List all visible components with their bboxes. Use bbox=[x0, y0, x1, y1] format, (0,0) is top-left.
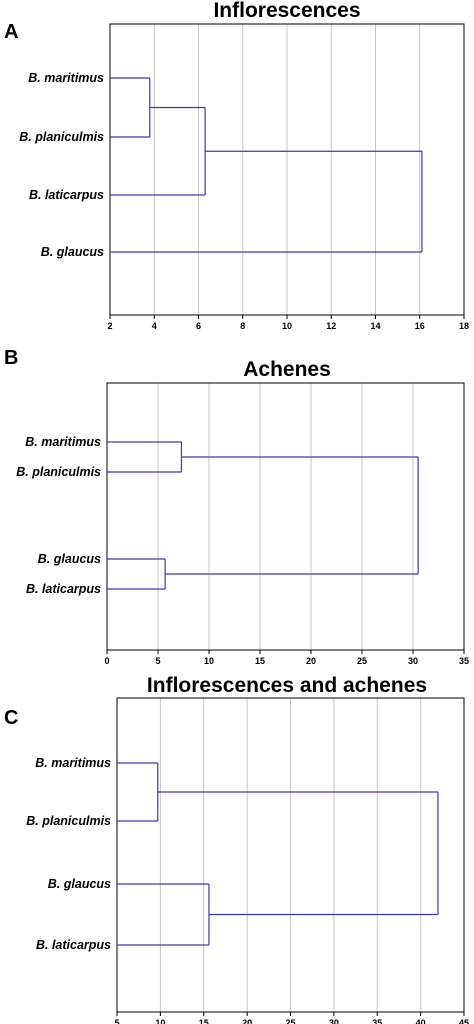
tick-label: 40 bbox=[416, 1018, 426, 1024]
tick-label: 45 bbox=[459, 1018, 469, 1024]
tick-label: 5 bbox=[155, 656, 160, 666]
tick-label: 0 bbox=[104, 656, 109, 666]
dendrogram-panel-b: B Achenes 0 5 10 15 20 25 30 35 B. maritimus B. p… bbox=[0, 340, 474, 670]
tick-label: 10 bbox=[155, 1018, 165, 1024]
dendrogram-plot: 5 10 15 20 25 30 35 40 45 B. maritimus B. planicul… bbox=[26, 697, 469, 1024]
tick-label: 4 bbox=[152, 321, 157, 331]
tick-label: 30 bbox=[329, 1018, 339, 1024]
leaf-label: B. maritimus bbox=[25, 435, 101, 449]
leaf-label: B. laticarpus bbox=[26, 582, 101, 596]
leaf-label: B. maritimus bbox=[28, 71, 104, 85]
chart-title: Inflorescences and achenes bbox=[146, 674, 428, 697]
tick-label: 30 bbox=[408, 656, 418, 666]
tick-label: 6 bbox=[196, 321, 201, 331]
tick-label: 20 bbox=[306, 656, 316, 666]
tick-label: 20 bbox=[242, 1018, 252, 1024]
panel-label: C bbox=[4, 707, 19, 729]
tick-label: 12 bbox=[326, 321, 336, 331]
tick-label: 10 bbox=[204, 656, 214, 666]
dendrogram-plot: 2 4 6 8 10 12 14 16 18 B. maritimus B. planiculmis… bbox=[19, 23, 469, 331]
tick-label: 14 bbox=[370, 321, 380, 331]
leaf-label: B. planiculmis bbox=[19, 130, 104, 144]
tick-label: 35 bbox=[459, 656, 469, 666]
leaf-label: B. maritimus bbox=[35, 756, 111, 770]
tick-label: 5 bbox=[114, 1018, 119, 1024]
dendrogram-panel-a: A Inflorescences 2 4 6 8 10 12 14 16 18 B. mariti… bbox=[0, 0, 474, 340]
leaf-label: B. glaucus bbox=[48, 877, 111, 891]
leaf-label: B. planiculmis bbox=[16, 465, 101, 479]
tick-label: 8 bbox=[240, 321, 245, 331]
tick-label: 18 bbox=[459, 321, 469, 331]
plot-frame bbox=[106, 382, 465, 651]
panel-label: A bbox=[4, 21, 19, 43]
leaf-label: B. glaucus bbox=[38, 552, 101, 566]
tick-label: 16 bbox=[415, 321, 425, 331]
tick-label: 35 bbox=[372, 1018, 382, 1024]
leaf-label: B. glaucus bbox=[41, 245, 104, 259]
tick-label: 2 bbox=[107, 321, 112, 331]
tick-label: 25 bbox=[285, 1018, 295, 1024]
tick-label: 15 bbox=[255, 656, 265, 666]
leaf-label: B. planiculmis bbox=[26, 814, 111, 828]
tick-label: 10 bbox=[282, 321, 292, 331]
tick-label: 15 bbox=[199, 1018, 209, 1024]
panel-label: B bbox=[4, 347, 19, 369]
chart-title: Achenes bbox=[243, 358, 331, 381]
dendrogram-plot: 0 5 10 15 20 25 30 35 B. maritimus B. planiculmis… bbox=[16, 382, 469, 666]
leaf-label: B. laticarpus bbox=[36, 938, 111, 952]
tick-label: 25 bbox=[357, 656, 367, 666]
chart-title: Inflorescences bbox=[213, 0, 361, 22]
leaf-label: B. laticarpus bbox=[29, 188, 104, 202]
dendrogram-panel-c: C Inflorescences and achenes 5 10 15 20 25 30… bbox=[0, 670, 474, 1024]
